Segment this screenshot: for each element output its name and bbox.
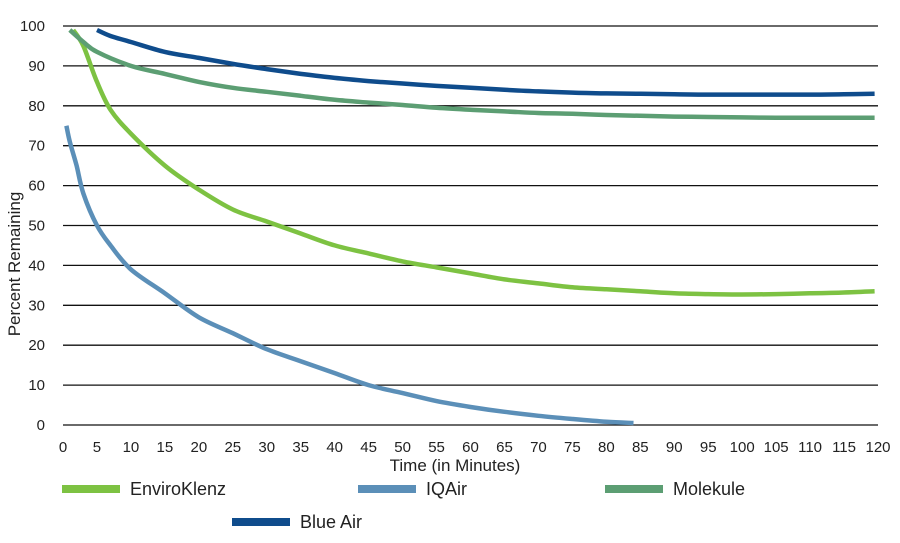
x-tick-label: 115 (832, 439, 856, 456)
gridlines (63, 25, 878, 426)
series-lines (64, 27, 875, 426)
x-tick-label: 10 (123, 439, 140, 456)
legend-swatch-enviroklenz (62, 485, 120, 493)
y-axis-label: Percent Remaining (5, 192, 24, 337)
series-line-enviroklenz (71, 28, 875, 297)
y-tick-label: 80 (28, 98, 45, 115)
x-tick-label: 25 (224, 439, 241, 456)
x-tick-label: 65 (496, 439, 513, 456)
series-line-iqair (64, 125, 634, 426)
x-tick-label: 55 (428, 439, 445, 456)
x-axis-label: Time (in Minutes) (390, 456, 521, 475)
legend-label-enviroklenz: EnviroKlenz (130, 479, 226, 499)
x-tick-label: 85 (632, 439, 649, 456)
legend-label-iqair: IQAir (426, 479, 467, 499)
x-tick-label: 40 (326, 439, 343, 456)
y-tick-label: 0 (37, 417, 45, 434)
y-axis-ticks: 0 10 20 30 40 50 60 70 80 90 100 (20, 18, 45, 434)
x-tick-label: 15 (157, 439, 174, 456)
y-tick-label: 40 (28, 257, 45, 274)
y-tick-label: 60 (28, 178, 45, 195)
y-tick-label: 30 (28, 297, 45, 314)
x-axis-ticks: 0 5 10 15 20 25 30 35 40 45 50 55 60 65 70 75 80 85 90 95 10… (59, 439, 891, 456)
x-tick-label: 30 (258, 439, 275, 456)
x-tick-label: 105 (764, 439, 789, 456)
y-tick-label: 10 (28, 377, 45, 394)
x-tick-label: 110 (798, 439, 822, 456)
x-tick-label: 0 (59, 439, 67, 456)
x-tick-label: 75 (564, 439, 581, 456)
legend-label-blue-air: Blue Air (300, 512, 362, 532)
x-tick-label: 35 (292, 439, 309, 456)
series-line-blue-air (96, 27, 875, 97)
y-tick-label: 90 (28, 58, 45, 75)
x-tick-label: 5 (93, 439, 101, 456)
y-tick-label: 70 (28, 138, 45, 155)
x-tick-label: 90 (666, 439, 683, 456)
legend: EnviroKlenz IQAir Molekule Blue Air (62, 479, 745, 532)
legend-swatch-molekule (605, 485, 663, 493)
x-tick-label: 50 (394, 439, 411, 456)
x-tick-label: 100 (730, 439, 755, 456)
legend-swatch-iqair (358, 485, 416, 493)
x-tick-label: 95 (700, 439, 717, 456)
x-tick-label: 20 (190, 439, 207, 456)
series-line-molekule (68, 28, 875, 121)
x-tick-label: 120 (865, 439, 890, 456)
x-tick-label: 45 (360, 439, 377, 456)
y-tick-label: 50 (28, 218, 45, 235)
x-tick-label: 80 (598, 439, 615, 456)
legend-label-molekule: Molekule (673, 479, 745, 499)
legend-swatch-blue-air (232, 518, 290, 526)
y-tick-label: 20 (28, 337, 45, 354)
y-tick-label: 100 (20, 18, 45, 35)
x-tick-label: 60 (462, 439, 479, 456)
x-tick-label: 70 (530, 439, 547, 456)
